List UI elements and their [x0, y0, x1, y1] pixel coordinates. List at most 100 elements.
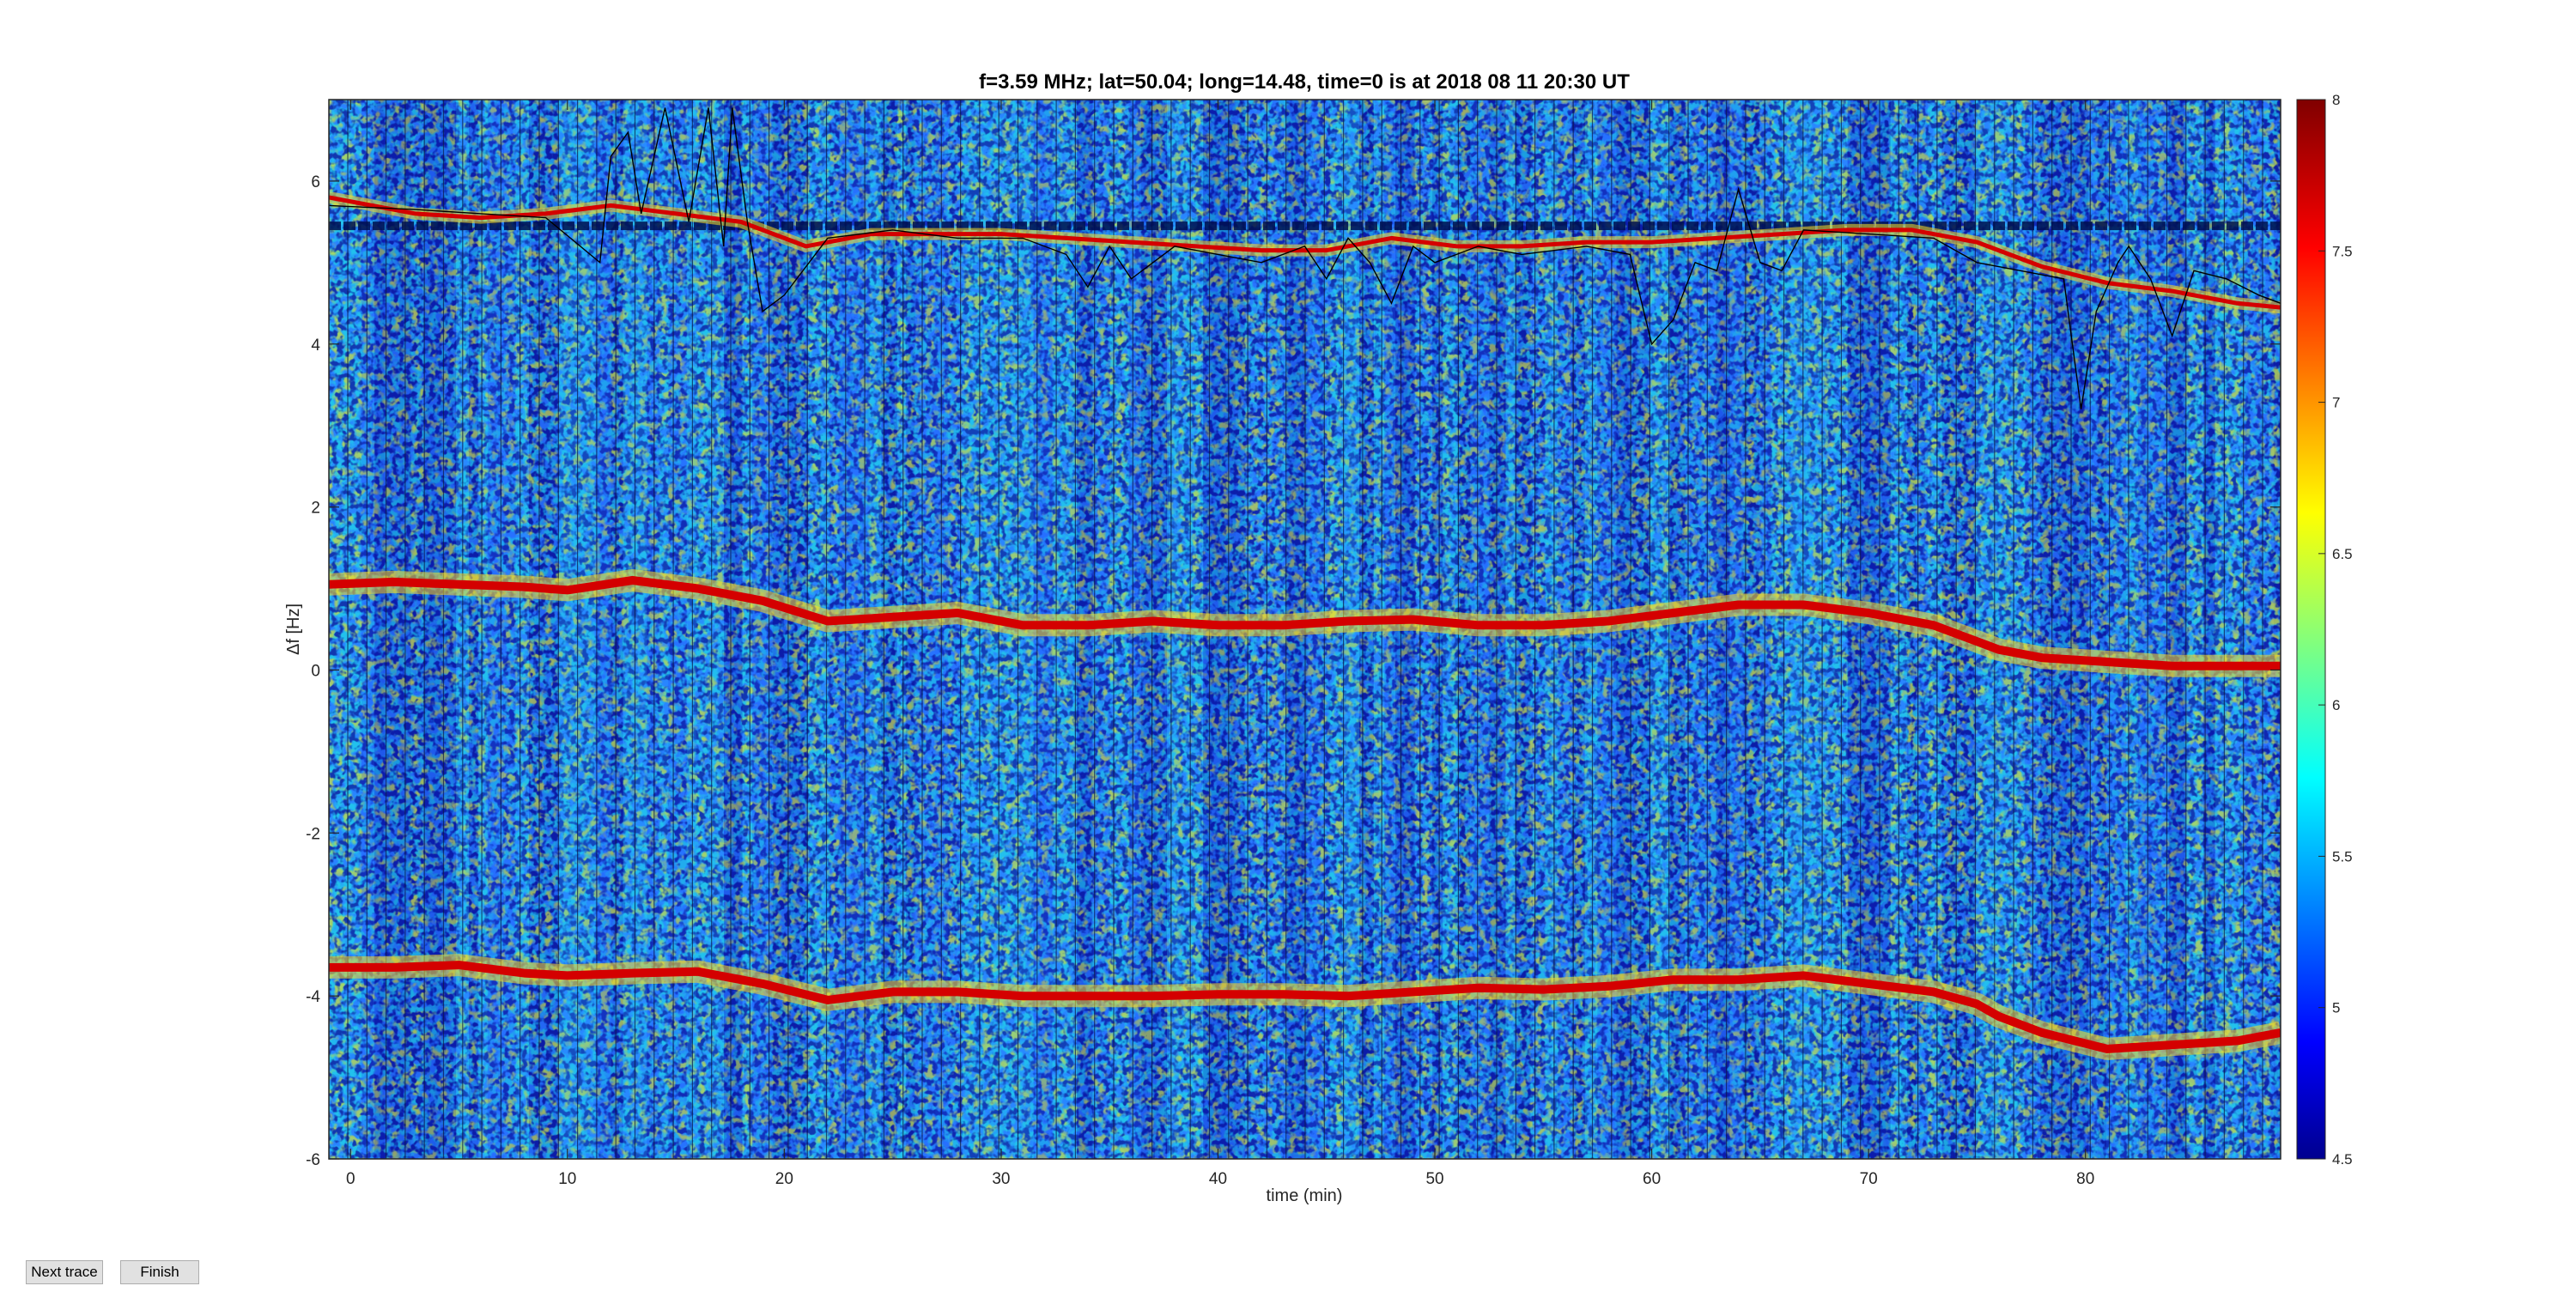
stripe-column	[1743, 100, 1759, 1159]
stripe-column	[906, 100, 915, 1159]
stripe-column	[808, 100, 820, 1159]
colorbar-tick-label: 8	[2332, 92, 2340, 108]
stripe-column	[487, 100, 504, 1159]
colorbar-tick-label: 6	[2332, 697, 2340, 713]
stripe-column	[2231, 100, 2245, 1159]
stripe-column	[1670, 100, 1685, 1159]
stripe-column	[659, 100, 669, 1159]
chart-figure: f=3.59 MHz; lat=50.04; long=14.48, time=…	[284, 70, 2353, 1205]
trace-line	[329, 961, 2281, 1053]
stripe-column	[442, 100, 457, 1159]
stripe-column	[1630, 100, 1643, 1159]
stripe-column	[623, 100, 636, 1159]
colorbar-tick-label: 4.5	[2332, 1151, 2353, 1168]
stripe-column	[1716, 100, 1730, 1159]
stripe-column	[1976, 100, 1988, 1159]
y-axis: -6 -4 -2 0 2 4 6	[306, 173, 2281, 1169]
stripe-column	[1847, 100, 1863, 1159]
stripe-column	[423, 100, 443, 1159]
stripe-column	[386, 100, 399, 1159]
stripe-column	[559, 100, 577, 1159]
stripe-column	[947, 100, 963, 1159]
x-tick-label: 30	[992, 1170, 1010, 1188]
stripe-column	[410, 100, 423, 1159]
plot-area	[329, 100, 2281, 1159]
stripe-column	[1685, 100, 1695, 1159]
stripe-column	[469, 100, 479, 1159]
colorbar-tick-label: 6.5	[2332, 546, 2353, 562]
x-tick-label: 0	[346, 1170, 355, 1188]
stripe-column	[799, 100, 809, 1159]
stripe-column	[635, 100, 647, 1159]
stripe-column	[772, 100, 791, 1159]
colorbar-tick-label: 7.5	[2332, 243, 2353, 259]
stripe-column	[2040, 100, 2059, 1159]
trace-line	[329, 576, 2281, 670]
stripe-column	[724, 100, 743, 1159]
colorbar-tick-label: 7	[2332, 395, 2340, 411]
stripe-column	[515, 100, 529, 1159]
stripe-column	[348, 100, 361, 1159]
y-tick-label: 4	[311, 337, 320, 355]
stripe-column	[2151, 100, 2169, 1159]
stripe-column	[1694, 100, 1706, 1159]
stripe-column	[914, 100, 936, 1159]
colorbar: 4.5 5 5.5 6 6.5 7 7.5 8	[2296, 92, 2353, 1168]
x-axis: 0 10 20 30 40 50 60 70 80	[346, 100, 2094, 1188]
stripe-column	[503, 100, 516, 1159]
y-axis-label: Δf [Hz]	[284, 604, 303, 655]
chart-title: f=3.59 MHz; lat=50.04; long=14.48, time=…	[979, 70, 1630, 94]
stripe-column	[790, 100, 799, 1159]
stripe-column	[542, 100, 560, 1159]
stripe-column	[1862, 100, 1876, 1159]
x-tick-label: 60	[1643, 1170, 1661, 1188]
x-tick-label: 10	[558, 1170, 576, 1188]
stripe-column	[2002, 100, 2014, 1159]
stripe-column	[1828, 100, 1848, 1159]
y-tick-label: 0	[311, 662, 320, 680]
y-tick-label: 2	[311, 500, 320, 518]
stripe-column	[686, 100, 696, 1159]
stripe-column	[2261, 100, 2274, 1159]
stripe-column	[2215, 100, 2232, 1159]
x-tick-label: 80	[2076, 1170, 2094, 1188]
stripe-column	[696, 100, 708, 1159]
stripe-column	[2071, 100, 2088, 1159]
stripe-column	[1790, 100, 1811, 1159]
stripe-column	[2273, 100, 2281, 1159]
stripe-column	[2126, 100, 2138, 1159]
colorbar-tick-label: 5.5	[2332, 848, 2353, 864]
stripe-column	[896, 100, 907, 1159]
stripe-column	[1771, 100, 1791, 1159]
x-tick-label: 20	[775, 1170, 793, 1188]
stripe-column	[742, 100, 753, 1159]
y-tick-label: -4	[306, 988, 320, 1006]
stripe-column	[595, 100, 611, 1159]
stripe-column	[881, 100, 897, 1159]
plot-frame	[328, 99, 2281, 1160]
x-tick-label: 70	[1860, 1170, 1878, 1188]
overlay-polyline	[329, 107, 2281, 409]
colorbar-gradient	[2296, 99, 2326, 1160]
x-tick-label: 50	[1425, 1170, 1443, 1188]
x-tick-label: 40	[1209, 1170, 1227, 1188]
stripe-column	[1642, 100, 1651, 1159]
finish-button[interactable]: Finish	[120, 1260, 199, 1284]
stripe-column	[2244, 100, 2262, 1159]
trace-line	[329, 195, 2281, 310]
stripe-column	[2168, 100, 2186, 1159]
x-axis-label: time (min)	[1267, 1186, 1343, 1205]
stripe-column	[2087, 100, 2098, 1159]
stripe-column	[752, 100, 773, 1159]
stripe-column	[1705, 100, 1716, 1159]
stripe-column	[2185, 100, 2204, 1159]
stripe-column	[2014, 100, 2026, 1159]
stripe-column	[2203, 100, 2215, 1159]
stripe-column	[668, 100, 687, 1159]
stripe-column	[1875, 100, 1891, 1159]
stripe-column	[361, 100, 375, 1159]
next-trace-button[interactable]: Next trace	[26, 1260, 103, 1284]
stripe-column	[611, 100, 623, 1159]
stripe-column	[329, 100, 349, 1159]
stripe-column	[2137, 100, 2152, 1159]
